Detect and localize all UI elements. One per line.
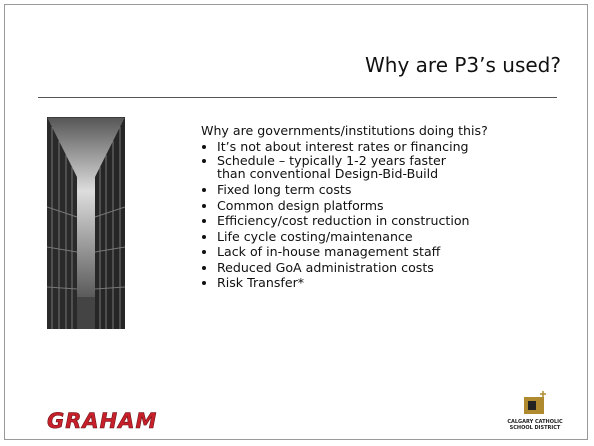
ccsd-icon (522, 391, 548, 415)
bullet: Lack of in-house management staff (217, 244, 591, 260)
title-rule (38, 97, 557, 98)
graham-logo: GRAHAM (47, 409, 157, 433)
intro: Why are governments/institutions doing t… (201, 123, 591, 139)
ccsd-line: SCHOOL DISTRICT (499, 425, 571, 431)
bullet: Common design platforms (217, 198, 591, 214)
photo (47, 117, 125, 329)
bullet: Life cycle costing/maintenance (217, 229, 591, 245)
bullet: Reduced GoA administration costs (217, 260, 591, 276)
bullet: Efficiency/cost reduction in constructio… (217, 213, 591, 229)
slide-title: Why are P3’s used? (365, 53, 561, 77)
bullet: Schedule – typically 1-2 years faster th… (217, 154, 467, 182)
bullet: Risk Transfer* (217, 275, 591, 291)
bullet: Fixed long term costs (217, 182, 591, 198)
bullet-list: It’s not about interest rates or financi… (201, 139, 591, 291)
bullet: It’s not about interest rates or financi… (217, 139, 591, 155)
slide-body: Why are governments/institutions doing t… (201, 123, 591, 291)
ccsd-logo: CALGARY CATHOLIC SCHOOL DISTRICT (499, 391, 571, 431)
slide: Why are P3’s used? Why are governments/i… (4, 4, 588, 440)
